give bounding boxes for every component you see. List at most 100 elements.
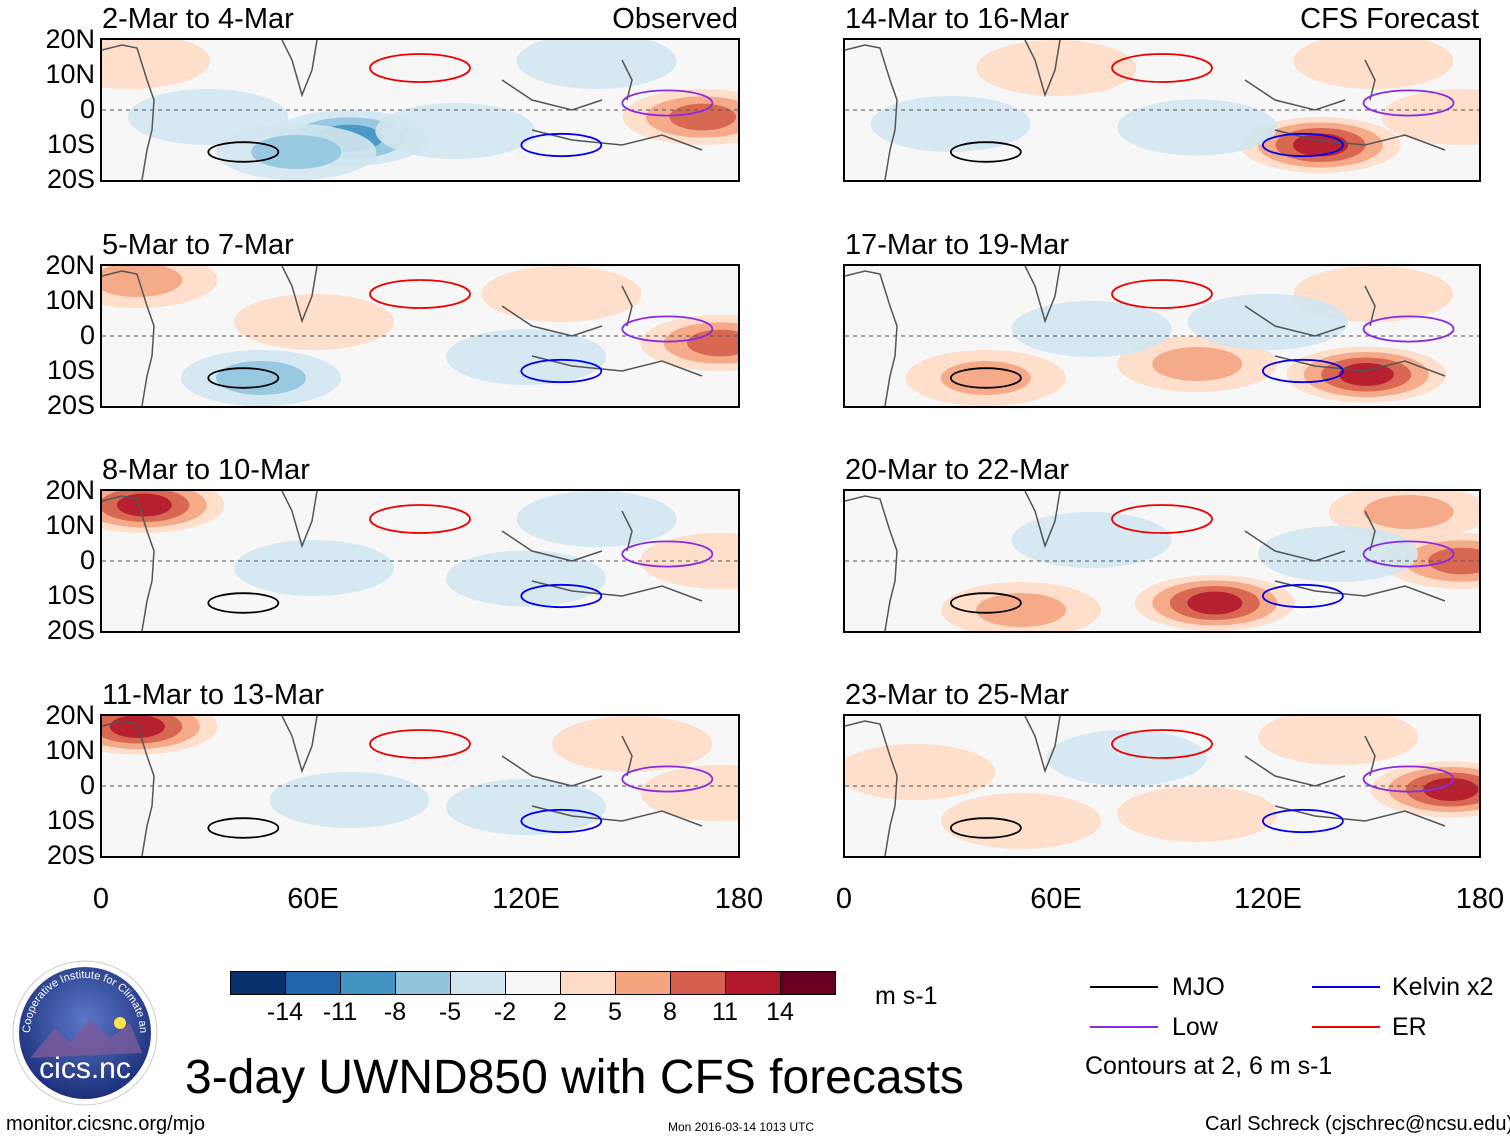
colorbar-box — [615, 971, 671, 995]
contour-loop — [949, 141, 1022, 163]
legend-label-mjo: MJO — [1172, 973, 1225, 1001]
coastline — [845, 44, 898, 180]
lat-tick-label: 10S — [46, 355, 95, 385]
anomaly-blob — [552, 716, 712, 772]
anomaly-blob — [116, 493, 172, 517]
coastline — [845, 495, 898, 631]
panel-title: 17-Mar to 19-Mar — [845, 229, 1070, 261]
contour-loop — [520, 358, 603, 384]
colorbar-box — [395, 971, 451, 995]
anomaly-blob — [1258, 716, 1419, 765]
anomaly-blob — [1381, 89, 1479, 145]
legend-label-kelvin: Kelvin x2 — [1392, 973, 1494, 1001]
anomaly-blob — [845, 744, 996, 800]
panel-title: 20-Mar to 22-Mar — [845, 454, 1070, 486]
legend-label-er: ER — [1392, 1013, 1427, 1041]
anomaly-blob — [102, 40, 211, 89]
contour-loop — [207, 817, 280, 839]
footer-credit: Carl Schreck (cjschrec@ncsu.edu) — [1205, 1113, 1510, 1135]
coastline — [621, 510, 633, 552]
coastline — [501, 755, 603, 787]
forecast-label: CFS Forecast — [1300, 3, 1479, 35]
colorbar-box — [285, 971, 341, 995]
colorbar-box — [230, 971, 286, 995]
coastline — [501, 79, 603, 111]
anomaly-blob — [128, 89, 288, 145]
map-panel-forecast-2 — [843, 264, 1481, 408]
coastline — [1364, 59, 1376, 101]
colorbar-label: 14 — [766, 998, 794, 1026]
coastline — [281, 40, 318, 98]
anomaly-blob — [941, 793, 1102, 849]
coastline — [621, 59, 633, 101]
coastline — [102, 44, 155, 180]
colorbar-label: 8 — [663, 998, 677, 1026]
panel-title: 8-Mar to 10-Mar — [102, 454, 310, 486]
colorbar-box — [505, 971, 561, 995]
coastline — [1024, 716, 1061, 774]
map-panel-forecast-4 — [843, 714, 1481, 858]
contour-loop — [1261, 583, 1344, 609]
anomaly-blob — [1363, 495, 1454, 529]
map-panel-observed-4 — [100, 714, 740, 858]
coastline — [1244, 530, 1346, 562]
contour-loop — [207, 141, 280, 163]
contour-loop — [369, 504, 471, 534]
anomaly-blob — [516, 491, 677, 547]
anomaly-blob — [446, 329, 606, 385]
anomaly-blob — [1046, 730, 1207, 786]
coastline — [531, 580, 703, 602]
contour-loop — [369, 729, 471, 759]
anomaly-blob — [446, 779, 606, 835]
coastline — [281, 491, 318, 549]
lat-tick-label: 20N — [45, 24, 95, 54]
coastline — [1364, 735, 1376, 777]
colorbar-label: 11 — [712, 998, 738, 1026]
anomaly-blob — [234, 294, 394, 350]
lat-tick-label: 0 — [79, 94, 95, 124]
anomaly-blob — [516, 40, 677, 89]
coastline — [1244, 755, 1346, 787]
coastline — [1244, 79, 1346, 111]
anomaly-blob — [669, 103, 737, 131]
anomaly-blob — [976, 593, 1067, 627]
colorbar-label: -11 — [322, 998, 358, 1026]
lat-tick-label: 10N — [45, 510, 95, 540]
colorbar-label: -2 — [493, 998, 517, 1026]
observed-label: Observed — [612, 3, 738, 35]
lon-tick-label: 180 — [1455, 883, 1505, 915]
contour-loop — [949, 817, 1022, 839]
contour-loop — [1111, 729, 1213, 759]
map-panel-forecast-1 — [843, 38, 1481, 182]
contour-loop — [1362, 315, 1455, 343]
anomaly-blob — [1152, 347, 1243, 381]
lat-tick-label: 20S — [46, 390, 95, 420]
legend-label-low: Low — [1172, 1013, 1218, 1041]
colorbar-box — [560, 971, 616, 995]
panel-title: 11-Mar to 13-Mar — [102, 679, 324, 711]
coastline — [501, 530, 603, 562]
lat-tick-label: 0 — [79, 320, 95, 350]
lat-tick-label: 20N — [45, 250, 95, 280]
coastline — [845, 720, 898, 856]
contour-loop — [621, 315, 714, 343]
coastline — [621, 285, 633, 327]
contour-loop — [1111, 504, 1213, 534]
colorbar-box — [670, 971, 726, 995]
contour-loop — [1261, 132, 1344, 158]
map-panel-forecast-3 — [843, 489, 1481, 633]
cics-logo: Cooperative Institute for Climate and Sa… — [6, 949, 160, 1108]
lon-tick-label: 0 — [835, 883, 853, 915]
coastline — [1364, 510, 1376, 552]
map-panel-observed-3 — [100, 489, 740, 633]
contour-loop — [949, 592, 1022, 614]
contour-loop — [1362, 89, 1455, 117]
footer-url: monitor.cicsnc.org/mjo — [6, 1113, 205, 1135]
contour-loop — [1362, 765, 1455, 793]
panel-title: 5-Mar to 7-Mar — [102, 229, 294, 261]
coastline — [531, 805, 703, 827]
uwnd-field — [845, 491, 1479, 631]
anomaly-blob — [1187, 591, 1243, 615]
contour-loop — [369, 279, 471, 309]
anomaly-blob — [234, 540, 394, 596]
